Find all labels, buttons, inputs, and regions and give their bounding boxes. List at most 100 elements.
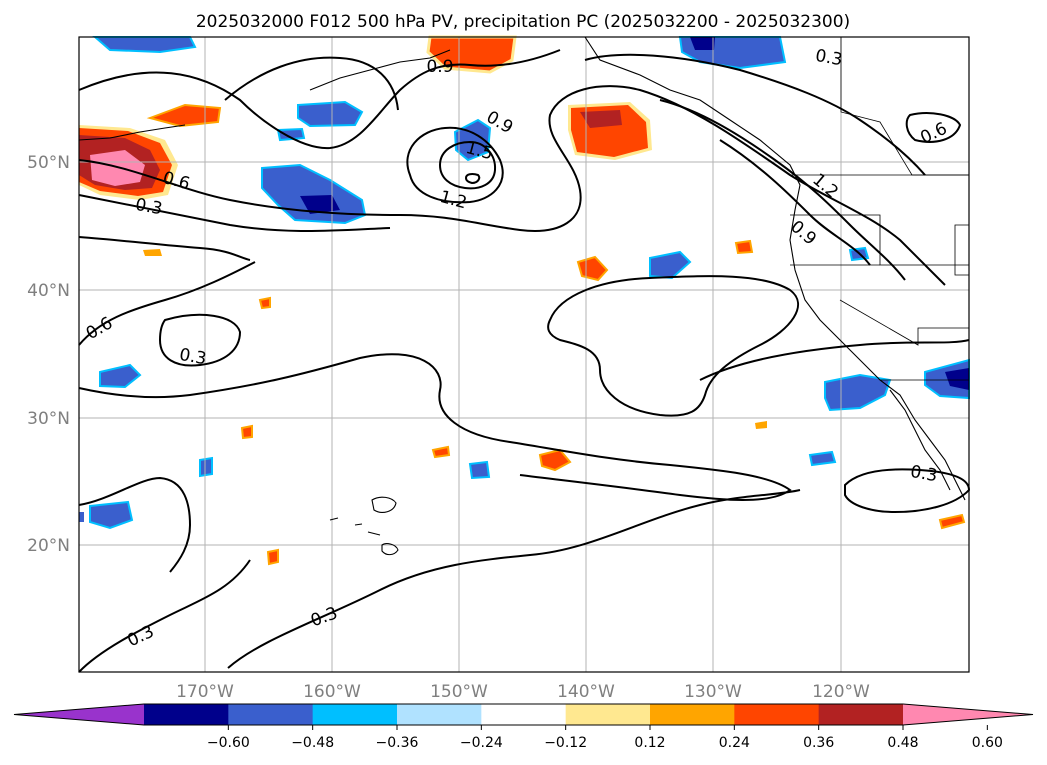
colorbar-tick-label: 0.36 (803, 735, 834, 751)
positive-precip-area (576, 255, 609, 282)
contour-label: 0.3 (134, 195, 164, 219)
contour-line (78, 85, 946, 286)
colorbar-tick-label: 0.24 (719, 735, 750, 751)
map-panel: 0.9 0.9 1.5 1.2 0.6 0.3 0.3 0.6 0.3 0.6 … (78, 35, 971, 673)
colorbar-tick-label: 0.48 (887, 735, 918, 751)
negative-precip-area (690, 37, 715, 50)
positive-precip-area (938, 513, 966, 530)
colorbar-outline (13, 703, 1034, 726)
graticule (79, 37, 969, 672)
colorbar-segment (312, 704, 398, 725)
negative-precip-area (945, 368, 969, 390)
colorbar-segment (818, 704, 904, 725)
contour-label: 0.3 (814, 46, 844, 70)
positive-precip-area (266, 548, 279, 566)
contour-line (905, 112, 962, 143)
map-title: 2025032000 F012 500 hPa PV, precipitatio… (196, 12, 850, 32)
contour-line (584, 53, 926, 176)
colorbar-tick-label: 0.12 (634, 735, 665, 751)
negative-precip-area (468, 460, 491, 480)
contour-line (464, 173, 481, 185)
colorbar-tick-label: −0.12 (544, 735, 587, 751)
positive-precip-area (580, 110, 622, 128)
hawaii-island (381, 543, 399, 556)
colorbar-segment (228, 704, 314, 725)
negative-precip-area (649, 250, 692, 280)
negative-precip-area (297, 100, 364, 128)
positive-precip-area (143, 249, 162, 256)
lat-label: 20°N (27, 536, 70, 556)
lon-label: 150°W (430, 682, 488, 702)
negative-precip-area (300, 195, 340, 214)
contour-line (158, 313, 242, 367)
contour-line (78, 559, 251, 673)
negative-precip-area (199, 456, 213, 478)
colorbar-segment (734, 704, 820, 725)
negative-precip-area (89, 500, 134, 530)
contour-line (438, 140, 497, 190)
lon-label: 160°W (303, 682, 361, 702)
contour-line (78, 476, 192, 573)
colorbar-tick-label: −0.36 (376, 735, 419, 751)
positive-precip-area (755, 421, 767, 429)
lon-label: 130°W (684, 682, 742, 702)
colorbar-extension-high (903, 704, 1033, 725)
colorbar-segment (481, 704, 567, 725)
map-background (79, 37, 969, 672)
lat-label: 50°N (27, 153, 70, 173)
positive-precip-area (258, 296, 271, 310)
hawaii-islands (329, 517, 381, 536)
negative-precip-area (92, 36, 197, 54)
contour-line (719, 139, 871, 266)
colorbar-segment (650, 704, 735, 725)
west-coast (584, 36, 966, 501)
lon-label: 140°W (557, 682, 615, 702)
contour-label: 0.3 (178, 345, 208, 369)
positive-precip-area (146, 103, 222, 128)
positive-precip-area (734, 239, 754, 255)
contour-line (78, 49, 561, 150)
colorbar-segment (397, 704, 482, 725)
positive-precip-area (538, 448, 572, 472)
negative-precip-area (808, 450, 837, 467)
colorbar: −0.60 −0.48 −0.36 −0.24 −0.12 0.12 0.24 0.36 0.4… (13, 703, 1034, 751)
negative-precip-area (276, 127, 306, 142)
latitude-labels: 50°N 40°N 30°N 20°N (27, 153, 70, 556)
contour-line (406, 126, 504, 204)
negative-precip-area (79, 512, 84, 522)
contour-line (227, 489, 801, 669)
colorbar-extension-low (14, 704, 144, 725)
negative-precip-area (924, 358, 970, 400)
alaska-peninsula-coast (309, 49, 451, 91)
contour-line (78, 353, 792, 501)
contour-line (659, 99, 906, 281)
contour-line (547, 275, 800, 417)
longitude-labels: 170°W 160°W 150°W 140°W 130°W 120°W (176, 682, 870, 702)
lat-label: 40°N (27, 281, 70, 301)
contour-label: 0.9 (426, 57, 453, 77)
pv-contours (78, 49, 971, 673)
aleutian-coast (78, 124, 186, 141)
colorbar-tick-label: 0.60 (972, 735, 1003, 751)
lon-label: 120°W (812, 682, 870, 702)
contour-line (78, 261, 256, 346)
lat-label: 30°N (27, 409, 70, 429)
contour-line (78, 194, 391, 233)
contour-line (78, 236, 251, 261)
contour-line (699, 339, 970, 381)
colorbar-segment (144, 704, 229, 725)
hawaii-island (371, 496, 397, 513)
contour-label: 0.3 (909, 462, 939, 486)
lon-label: 170°W (176, 682, 234, 702)
positive-precip-area (240, 424, 253, 440)
state-border (839, 299, 969, 346)
colorbar-tick-label: −0.24 (460, 735, 503, 751)
positive-precip-area (431, 445, 451, 459)
colorbar-segment (565, 704, 651, 725)
colorbar-tick-label: −0.48 (291, 735, 334, 751)
colorbar-tick-label: −0.60 (207, 735, 250, 751)
contour-line (224, 56, 399, 111)
map-frame (78, 36, 970, 673)
negative-precip-area (99, 363, 142, 389)
